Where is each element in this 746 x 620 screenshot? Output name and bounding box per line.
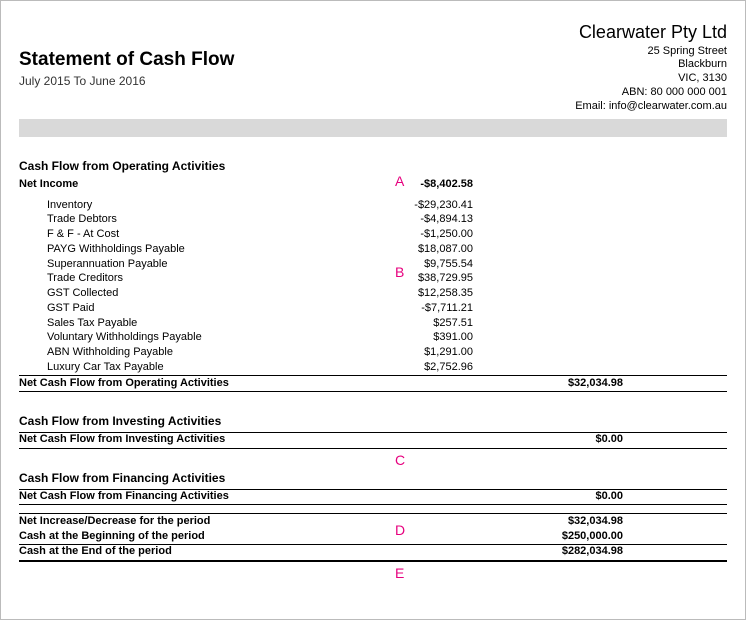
operating-net-value: $32,034.98 bbox=[479, 377, 629, 391]
operating-item-label: ABN Withholding Payable bbox=[19, 346, 359, 360]
operating-item-value: -$1,250.00 bbox=[359, 228, 479, 242]
header-left: Statement of Cash Flow July 2015 To June… bbox=[19, 21, 234, 88]
company-address-2: Blackburn bbox=[575, 58, 727, 72]
company-name: Clearwater Pty Ltd bbox=[575, 21, 727, 44]
operating-item-label: Voluntary Withholdings Payable bbox=[19, 331, 359, 345]
operating-item-value: $1,291.00 bbox=[359, 346, 479, 360]
operating-items: Inventory-$29,230.41Trade Debtors-$4,894… bbox=[19, 198, 727, 375]
operating-item-value: -$4,894.13 bbox=[359, 213, 479, 227]
operating-item-value: $9,755.54 bbox=[359, 258, 479, 272]
investing-net-row: Net Cash Flow from Investing Activities … bbox=[19, 432, 727, 449]
header-grey-bar bbox=[19, 119, 727, 137]
operating-item-label: F & F - At Cost bbox=[19, 228, 359, 242]
beginning-row: Cash at the Beginning of the period $250… bbox=[19, 529, 727, 545]
net-income-label: Net Income bbox=[19, 178, 359, 192]
operating-item-value: -$29,230.41 bbox=[359, 199, 479, 213]
financing-title: Cash Flow from Financing Activities bbox=[19, 471, 727, 485]
operating-item-label: Inventory bbox=[19, 199, 359, 213]
operating-item-row: GST Collected$12,258.35 bbox=[19, 287, 727, 302]
operating-item-row: GST Paid-$7,711.21 bbox=[19, 301, 727, 316]
section-investing: Cash Flow from Investing Activities Net … bbox=[19, 414, 727, 449]
operating-item-row: ABN Withholding Payable$1,291.00 bbox=[19, 346, 727, 361]
operating-item-row: Sales Tax Payable$257.51 bbox=[19, 316, 727, 331]
beginning-label: Cash at the Beginning of the period bbox=[19, 530, 359, 544]
investing-net-value: $0.00 bbox=[479, 433, 629, 447]
operating-item-label: PAYG Withholdings Payable bbox=[19, 243, 359, 257]
operating-item-row: Trade Debtors-$4,894.13 bbox=[19, 213, 727, 228]
increase-row: Net Increase/Decrease for the period $32… bbox=[19, 513, 727, 529]
increase-value: $32,034.98 bbox=[479, 515, 629, 529]
section-operating: Cash Flow from Operating Activities Net … bbox=[19, 159, 727, 392]
net-income-row: Net Income -$8,402.58 bbox=[19, 177, 727, 192]
financing-net-value: $0.00 bbox=[479, 490, 629, 504]
company-email: Email: info@clearwater.com.au bbox=[575, 100, 727, 114]
report-page: Statement of Cash Flow July 2015 To June… bbox=[0, 0, 746, 620]
operating-item-label: GST Collected bbox=[19, 287, 359, 301]
operating-item-row: Voluntary Withholdings Payable$391.00 bbox=[19, 331, 727, 346]
operating-item-label: Luxury Car Tax Payable bbox=[19, 361, 359, 375]
investing-title: Cash Flow from Investing Activities bbox=[19, 414, 727, 428]
operating-item-row: PAYG Withholdings Payable$18,087.00 bbox=[19, 242, 727, 257]
annotation-e: E bbox=[395, 565, 404, 581]
operating-title: Cash Flow from Operating Activities bbox=[19, 159, 727, 173]
financing-net-row: Net Cash Flow from Financing Activities … bbox=[19, 489, 727, 506]
ending-row: Cash at the End of the period $282,034.9… bbox=[19, 545, 727, 562]
operating-item-label: Trade Debtors bbox=[19, 213, 359, 227]
operating-item-row: Superannuation Payable$9,755.54 bbox=[19, 257, 727, 272]
operating-item-row: Inventory-$29,230.41 bbox=[19, 198, 727, 213]
company-address-1: 25 Spring Street bbox=[575, 45, 727, 59]
operating-item-label: Superannuation Payable bbox=[19, 258, 359, 272]
net-income-value: -$8,402.58 bbox=[359, 178, 479, 192]
financing-net-label: Net Cash Flow from Financing Activities bbox=[19, 490, 359, 504]
operating-item-value: $257.51 bbox=[359, 317, 479, 331]
annotation-c: C bbox=[395, 452, 405, 468]
operating-item-value: $18,087.00 bbox=[359, 243, 479, 257]
header-right: Clearwater Pty Ltd 25 Spring Street Blac… bbox=[575, 21, 727, 113]
report-title: Statement of Cash Flow bbox=[19, 49, 234, 71]
operating-net-row: Net Cash Flow from Operating Activities … bbox=[19, 375, 727, 392]
operating-item-value: $12,258.35 bbox=[359, 287, 479, 301]
operating-net-label: Net Cash Flow from Operating Activities bbox=[19, 377, 359, 391]
operating-item-value: $38,729.95 bbox=[359, 272, 479, 286]
operating-item-row: Luxury Car Tax Payable$2,752.96 bbox=[19, 360, 727, 375]
company-abn: ABN: 80 000 000 001 bbox=[575, 86, 727, 100]
operating-item-label: GST Paid bbox=[19, 302, 359, 316]
section-financing: Cash Flow from Financing Activities Net … bbox=[19, 471, 727, 506]
operating-item-value: $391.00 bbox=[359, 331, 479, 345]
operating-item-row: Trade Creditors$38,729.95 bbox=[19, 272, 727, 287]
operating-item-row: F & F - At Cost-$1,250.00 bbox=[19, 228, 727, 243]
report-header: Statement of Cash Flow July 2015 To June… bbox=[19, 21, 727, 113]
ending-label: Cash at the End of the period bbox=[19, 545, 359, 559]
report-period: July 2015 To June 2016 bbox=[19, 74, 234, 88]
ending-value: $282,034.98 bbox=[479, 545, 629, 559]
investing-net-label: Net Cash Flow from Investing Activities bbox=[19, 433, 359, 447]
operating-item-value: $2,752.96 bbox=[359, 361, 479, 375]
operating-item-label: Trade Creditors bbox=[19, 272, 359, 286]
operating-item-value: -$7,711.21 bbox=[359, 302, 479, 316]
increase-label: Net Increase/Decrease for the period bbox=[19, 515, 359, 529]
beginning-value: $250,000.00 bbox=[479, 530, 629, 544]
company-address-3: VIC, 3130 bbox=[575, 72, 727, 86]
operating-item-label: Sales Tax Payable bbox=[19, 317, 359, 331]
